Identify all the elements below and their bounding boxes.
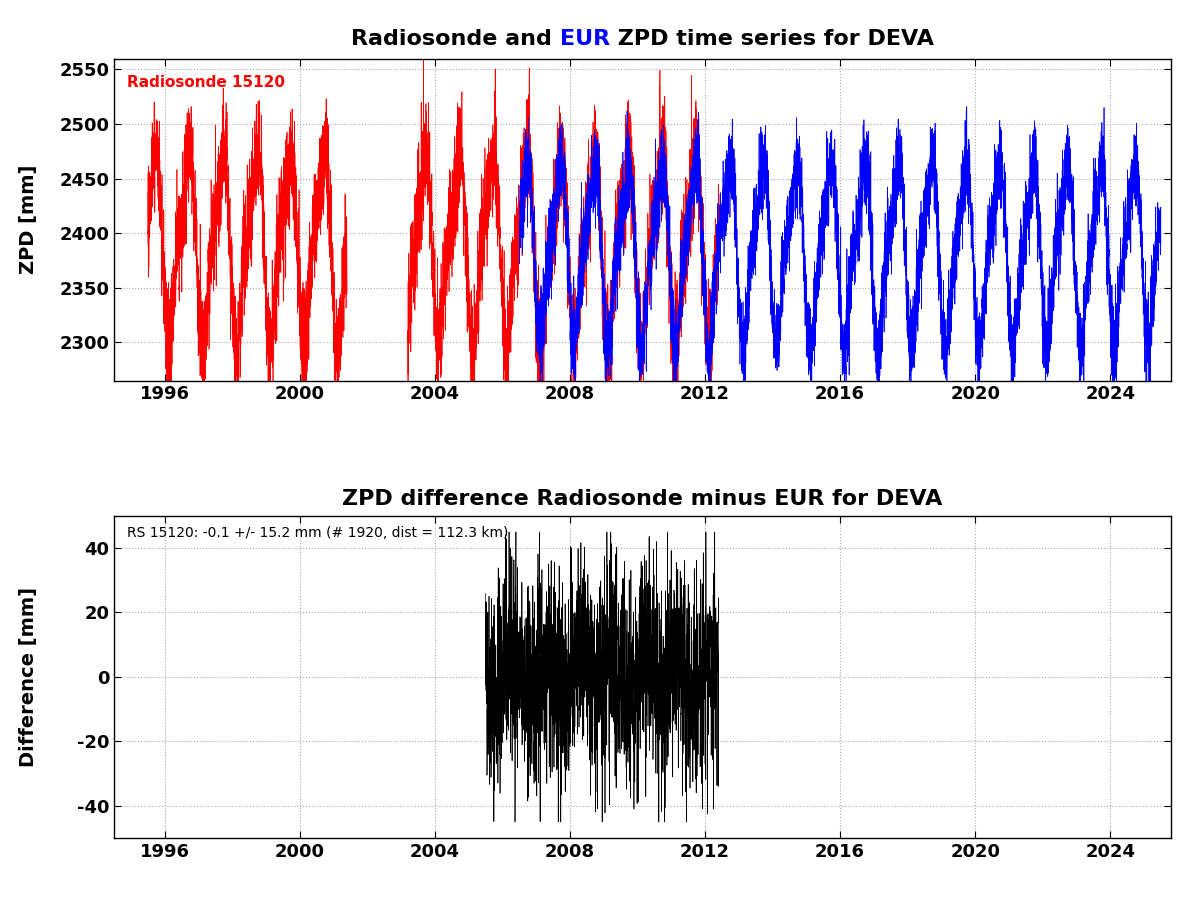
Text: RS 15120: -0.1 +/- 15.2 mm (# 1920, dist = 112.3 km): RS 15120: -0.1 +/- 15.2 mm (# 1920, dist…	[127, 525, 508, 540]
Text: ZPD time series for DEVA: ZPD time series for DEVA	[610, 29, 934, 49]
Text: Radiosonde 15120: Radiosonde 15120	[127, 75, 285, 90]
Y-axis label: Difference [mm]: Difference [mm]	[19, 587, 38, 767]
Title: ZPD difference Radiosonde minus EUR for DEVA: ZPD difference Radiosonde minus EUR for …	[342, 488, 943, 509]
Y-axis label: ZPD [mm]: ZPD [mm]	[19, 165, 38, 274]
Text: EUR: EUR	[560, 29, 610, 49]
Text: Radiosonde and: Radiosonde and	[351, 29, 560, 49]
